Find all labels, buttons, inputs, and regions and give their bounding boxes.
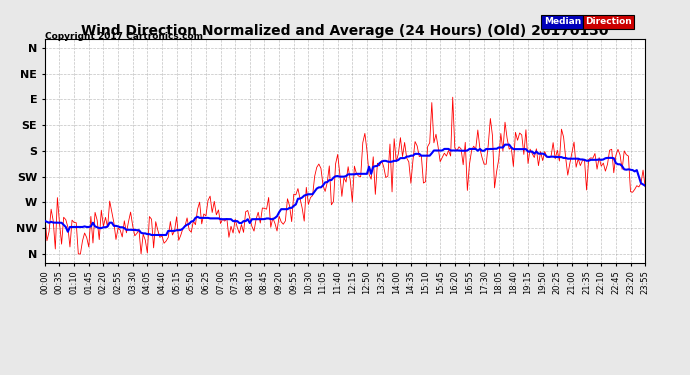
Title: Wind Direction Normalized and Average (24 Hours) (Old) 20170130: Wind Direction Normalized and Average (2… xyxy=(81,24,609,38)
Text: Direction: Direction xyxy=(585,17,632,26)
Text: Copyright 2017 Cartronics.com: Copyright 2017 Cartronics.com xyxy=(45,32,203,41)
Text: Median: Median xyxy=(544,17,581,26)
